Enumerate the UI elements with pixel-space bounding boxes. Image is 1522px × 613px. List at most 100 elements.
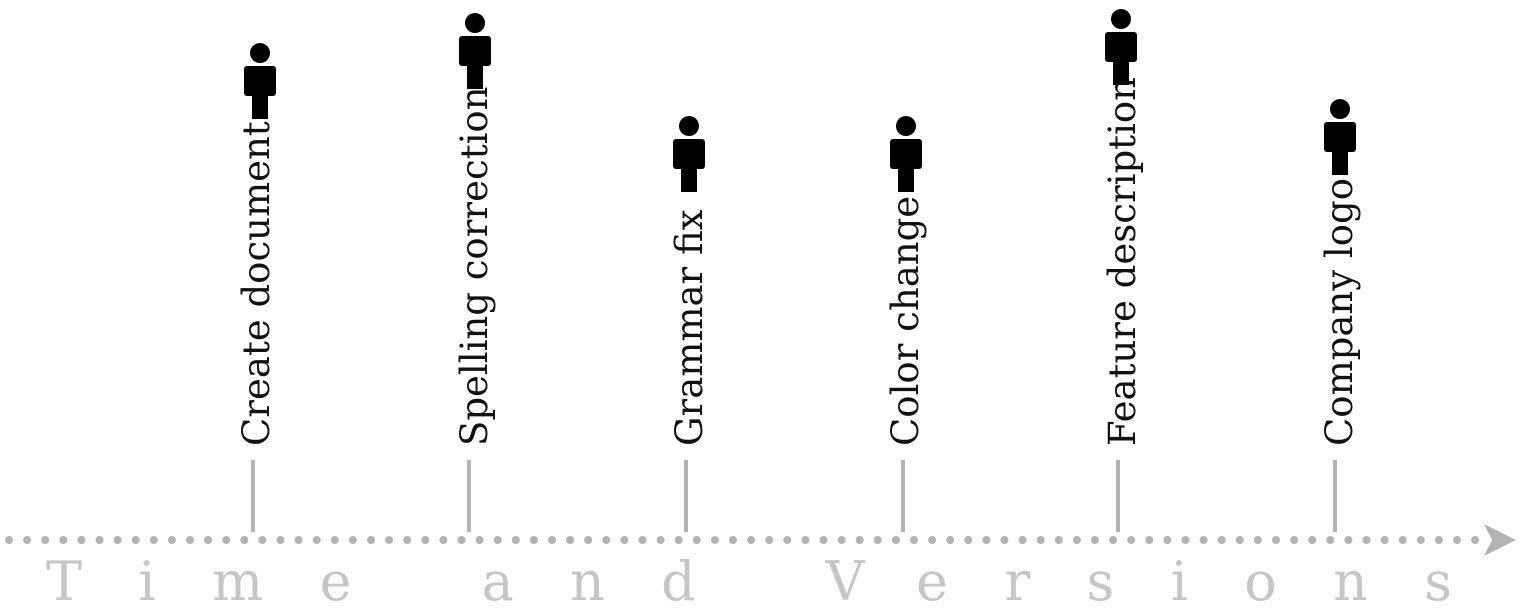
axis-dot <box>439 536 448 544</box>
axis-dot <box>1344 536 1353 544</box>
axis-dot <box>1398 536 1407 544</box>
axis-dot <box>457 536 466 544</box>
axis-dot <box>1362 536 1371 544</box>
axis-dot <box>855 536 864 544</box>
timeline-axis <box>5 536 1480 544</box>
version-marker: Create document <box>235 43 278 532</box>
axis-dot <box>891 536 900 544</box>
version-label: Grammar fix <box>668 209 711 446</box>
axis-dot <box>240 536 249 544</box>
person-icon <box>459 13 491 89</box>
axis-dot <box>1308 536 1317 544</box>
version-label: Color change <box>884 196 927 446</box>
axis-dot <box>41 536 50 544</box>
axis-dot <box>620 536 629 544</box>
axis-dot <box>1018 536 1027 544</box>
version-label: Feature description <box>1101 77 1144 446</box>
axis-dot <box>656 536 665 544</box>
person-icon <box>1105 9 1137 85</box>
axis-dot <box>59 536 68 544</box>
axis-dot <box>1453 536 1461 544</box>
person-icon <box>673 116 705 192</box>
axis-dot <box>348 536 357 544</box>
person-icon <box>890 116 922 192</box>
axis-dot <box>566 536 575 544</box>
axis-dot <box>873 536 882 544</box>
axis-dot <box>1000 536 1009 544</box>
axis-dot <box>493 536 502 544</box>
axis-dot <box>729 536 737 544</box>
axis-dot <box>765 536 774 544</box>
axis-dot <box>548 536 556 544</box>
axis-dot <box>330 536 339 544</box>
axis-dot <box>1290 536 1299 544</box>
axis-dot <box>1253 536 1262 544</box>
axis-dot <box>511 536 520 544</box>
axis-dot <box>131 536 140 544</box>
axis-dot <box>222 536 231 544</box>
axis-dot <box>783 536 792 544</box>
axis-dot <box>529 536 538 544</box>
person-icon <box>244 43 276 119</box>
axis-dot <box>1326 536 1335 544</box>
axis-dot <box>204 536 213 544</box>
axis-dot <box>584 536 593 544</box>
axis-dot <box>1217 536 1226 544</box>
version-marker: Spelling correction <box>453 13 496 532</box>
axis-dot <box>1145 536 1154 544</box>
axis-dot <box>1471 536 1480 544</box>
axis-dot <box>23 536 32 544</box>
axis-title: Time and Versions <box>46 550 1452 613</box>
axis-dot <box>385 536 394 544</box>
axis-dot <box>1416 536 1425 544</box>
axis-dot <box>294 536 303 544</box>
axis-dot <box>113 536 122 544</box>
axis-dot <box>77 536 86 544</box>
version-label: Spelling correction <box>453 86 496 446</box>
axis-dot <box>403 536 412 544</box>
axis-dot <box>692 536 701 544</box>
axis-dot <box>421 536 430 544</box>
axis-dot <box>1127 536 1136 544</box>
axis-dot <box>710 536 719 544</box>
axis-dot <box>1109 536 1118 544</box>
axis-dot <box>475 536 484 544</box>
axis-dot <box>258 536 267 544</box>
axis-dot <box>149 536 158 544</box>
axis-dot <box>1036 536 1045 544</box>
axis-dot <box>1163 536 1172 544</box>
axis-dot <box>964 536 973 544</box>
version-marker: Feature description <box>1101 9 1144 532</box>
version-marker: Grammar fix <box>668 116 711 532</box>
axis-dot <box>982 536 991 544</box>
axis-dot <box>1434 536 1443 544</box>
axis-dot <box>819 536 828 544</box>
axis-dot <box>1199 536 1208 544</box>
version-label: Company logo <box>1318 178 1361 446</box>
axis-dot <box>602 536 611 544</box>
axis-dot <box>276 536 285 544</box>
axis-dot <box>1380 536 1389 544</box>
axis-dot <box>1181 536 1190 544</box>
axis-dot <box>1272 536 1280 544</box>
axis-dot <box>1072 536 1081 544</box>
version-marker: Company logo <box>1318 99 1361 532</box>
axis-dot <box>674 536 683 544</box>
version-marker: Color change <box>884 116 927 532</box>
person-icon <box>1324 99 1356 175</box>
axis-dot <box>95 536 104 544</box>
version-label: Create document <box>235 121 278 446</box>
axis-dot <box>186 536 194 544</box>
axis-dot <box>837 536 846 544</box>
axis-dot <box>638 536 647 544</box>
axis-dot <box>367 536 375 544</box>
axis-dot <box>5 536 13 544</box>
arrow-right-icon <box>1484 524 1516 556</box>
axis-dot <box>801 536 810 544</box>
axis-dot <box>1235 536 1244 544</box>
axis-dot <box>747 536 756 544</box>
axis-dot <box>1054 536 1063 544</box>
axis-dot <box>946 536 955 544</box>
axis-dot <box>312 536 321 544</box>
